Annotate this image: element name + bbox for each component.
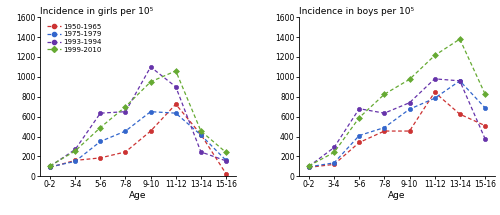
1975-1979 [198,134,204,136]
1950-1965 [122,151,128,153]
1993-1994 [98,112,103,114]
1993-1994 [198,151,204,153]
1950-1965 [72,159,78,162]
1993-1994 [122,110,128,113]
1999-2010 [72,150,78,152]
1950-1965 [98,157,103,159]
1993-1994 [223,160,229,162]
Line: 1975-1979: 1975-1979 [48,110,228,169]
1993-1994 [72,148,78,151]
1975-1979 [98,140,103,143]
1999-2010 [223,151,229,154]
1950-1965 [198,133,204,136]
1993-1994 [47,165,53,168]
1999-2010 [198,130,204,132]
1993-1994 [148,66,154,68]
1950-1965 [148,130,154,132]
Line: 1993-1994: 1993-1994 [48,65,228,168]
1950-1965 [223,172,229,175]
Line: 1950-1965: 1950-1965 [48,102,228,176]
1950-1965 [173,103,179,106]
Text: Incidence in boys per 10⁵: Incidence in boys per 10⁵ [299,8,414,16]
1975-1979 [122,130,128,132]
1975-1979 [72,160,78,163]
Line: 1999-2010: 1999-2010 [48,69,228,168]
Text: Incidence in girls per 10⁵: Incidence in girls per 10⁵ [40,8,153,16]
1999-2010 [98,126,103,129]
X-axis label: Age: Age [130,191,147,200]
1975-1979 [223,159,229,162]
1950-1965 [47,166,53,169]
1999-2010 [173,70,179,72]
1975-1979 [148,110,154,113]
Legend: 1950-1965, 1975-1979, 1993-1994, 1999-2010: 1950-1965, 1975-1979, 1993-1994, 1999-20… [46,22,104,54]
1999-2010 [47,164,53,167]
1975-1979 [173,112,179,114]
1993-1994 [173,86,179,88]
1975-1979 [47,166,53,168]
X-axis label: Age: Age [388,191,406,200]
1999-2010 [122,105,128,108]
1999-2010 [148,81,154,83]
